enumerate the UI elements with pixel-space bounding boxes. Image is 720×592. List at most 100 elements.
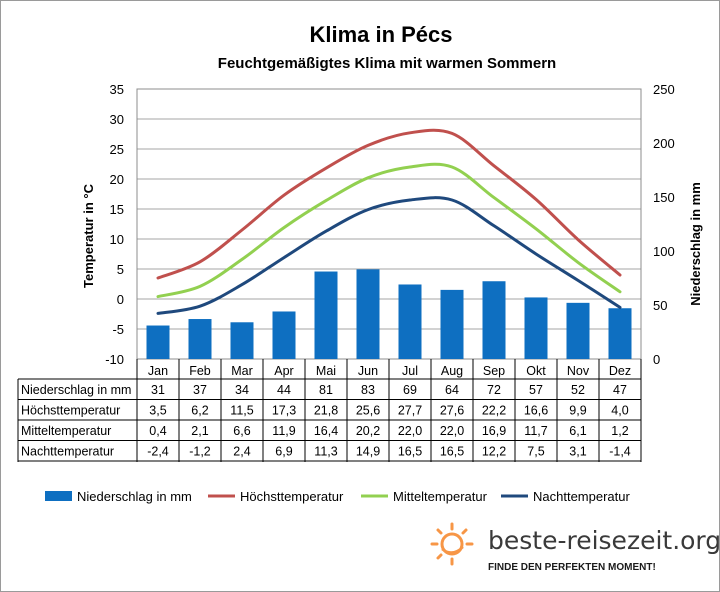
y-left-axis-title: Temperatur in °C	[81, 183, 96, 288]
table-cell: 11,5	[230, 404, 253, 418]
x-axis-month-label: Dez	[609, 364, 631, 378]
table-cell: 9,9	[569, 404, 586, 418]
high-temperature-line	[156, 128, 622, 280]
table-cell: 3,1	[569, 445, 586, 459]
table-cell: 20,2	[356, 424, 380, 438]
table-cell: 27,7	[398, 404, 422, 418]
y-right-tick-label: 150	[653, 190, 675, 205]
legend-swatch-precipitation	[45, 491, 72, 501]
table-cell: 11,9	[272, 424, 295, 438]
y-left-tick-label: 30	[110, 112, 124, 127]
brand-name: beste-reisezeit.org	[488, 526, 719, 555]
plot-frame	[136, 88, 642, 360]
x-axis-month-label: Nov	[567, 364, 590, 378]
x-axis-month-label: Jun	[358, 364, 378, 378]
table-cell: 57	[529, 383, 543, 397]
x-axis-month-label: Sep	[483, 364, 505, 378]
precipitation-bar	[314, 271, 338, 359]
y-right-tick-label: 250	[653, 82, 675, 97]
table-cell: 4,0	[611, 404, 628, 418]
table-cell: 0,4	[149, 424, 166, 438]
chart-subtitle: Feuchtgemäßigtes Klima mit warmen Sommer…	[218, 55, 556, 72]
x-axis-month-label: Jul	[402, 364, 418, 378]
table-cell: 44	[277, 383, 291, 397]
x-axis-month-label: Apr	[274, 364, 293, 378]
legend: Niederschlag in mm Höchsttemperatur Mittel…	[45, 489, 630, 504]
chart-title: Klima in Pécs	[309, 22, 452, 47]
legend-label-night: Nachttemperatur	[533, 489, 630, 504]
gridlines	[136, 88, 642, 360]
table-cell: -2,4	[147, 445, 169, 459]
table-cell: 21,8	[314, 404, 338, 418]
x-axis-month-label: Aug	[441, 364, 463, 378]
temperature-lines	[156, 128, 622, 315]
data-table: Jan Feb Mar Apr Mai Jun Jul Aug Sep Okt Nov Dez Nied…	[17, 359, 642, 462]
table-cell: 12,2	[482, 445, 506, 459]
night-temperature-line	[156, 196, 622, 315]
mean-temperature-line	[156, 162, 622, 299]
table-cell: 34	[235, 383, 249, 397]
table-cell: 1,2	[611, 424, 628, 438]
y-left-tick-label: 35	[110, 82, 124, 97]
x-axis-month-label: Mar	[231, 364, 253, 378]
table-cell: 3,5	[149, 404, 166, 418]
legend-label-mean: Mitteltemperatur	[393, 489, 488, 504]
precipitation-bar	[356, 269, 380, 359]
table-cell: 16,5	[398, 445, 422, 459]
table-cell: 22,0	[440, 424, 464, 438]
axes: 35302520151050-5-10250200150100500Temper…	[81, 82, 703, 367]
table-cell: 2,4	[233, 445, 250, 459]
table-cell: 16,9	[482, 424, 506, 438]
table-cell: 83	[361, 383, 375, 397]
table-cell: 47	[613, 383, 627, 397]
table-cell: 6,6	[233, 424, 250, 438]
table-cell: 7,5	[527, 445, 544, 459]
table-cell: 14,9	[356, 445, 380, 459]
y-left-tick-label: 25	[110, 142, 124, 157]
x-axis-month-label: Feb	[189, 364, 211, 378]
y-left-tick-label: 5	[117, 262, 124, 277]
y-left-tick-label: -5	[112, 322, 124, 337]
y-left-tick-label: 15	[110, 202, 124, 217]
table-cell: 72	[487, 383, 501, 397]
table-row-label: Niederschlag in mm	[21, 383, 131, 397]
y-left-tick-label: 20	[110, 172, 124, 187]
table-cell: 81	[319, 383, 333, 397]
table-cell: 22,2	[482, 404, 506, 418]
legend-label-high: Höchsttemperatur	[240, 489, 344, 504]
x-axis-month-label: Okt	[526, 364, 546, 378]
sun-icon	[430, 522, 474, 566]
y-left-tick-label: -10	[105, 352, 124, 367]
table-cell: 64	[445, 383, 459, 397]
table-cell: 25,6	[356, 404, 380, 418]
y-right-tick-label: 200	[653, 136, 675, 151]
table-cell: -1,4	[609, 445, 631, 459]
precipitation-bar	[440, 289, 464, 359]
precipitation-bar	[272, 311, 296, 359]
table-cell: 16,6	[524, 404, 548, 418]
brand-logo: beste-reisezeit.org FINDE DEN PERFEKTEN …	[430, 522, 719, 573]
table-cell: 27,6	[440, 404, 464, 418]
table-cell: 6,2	[191, 404, 208, 418]
y-left-tick-label: 0	[117, 292, 124, 307]
table-cell: -1,2	[189, 445, 211, 459]
table-cell: 37	[193, 383, 207, 397]
table-cell: 6,1	[569, 424, 586, 438]
y-right-tick-label: 100	[653, 244, 675, 259]
table-cell: 16,5	[440, 445, 464, 459]
table-row-label: Nachttemperatur	[21, 445, 114, 459]
table-cell: 22,0	[398, 424, 422, 438]
y-right-tick-label: 50	[653, 298, 667, 313]
table-cell: 52	[571, 383, 585, 397]
precipitation-bar	[524, 297, 548, 359]
precipitation-bar	[230, 322, 254, 359]
precipitation-bar	[566, 302, 590, 359]
table-cell: 11,3	[314, 445, 337, 459]
table-cell: 16,4	[314, 424, 338, 438]
x-axis-month-label: Jan	[148, 364, 168, 378]
precipitation-bar	[482, 281, 506, 359]
table-cell: 17,3	[272, 404, 296, 418]
y-left-tick-label: 10	[110, 232, 124, 247]
